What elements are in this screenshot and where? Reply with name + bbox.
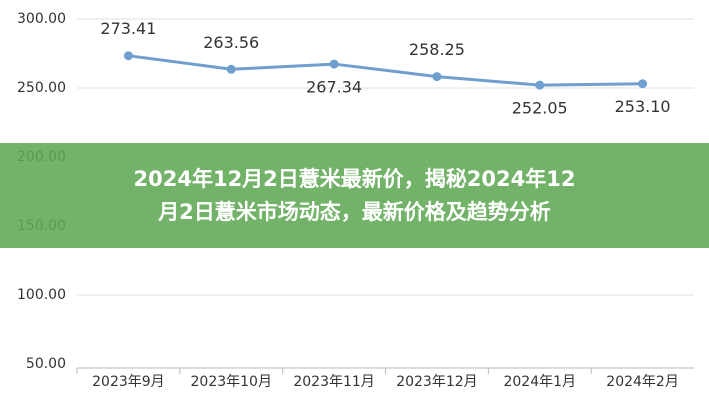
x-tick-label: 2024年1月: [503, 374, 576, 390]
point: [432, 72, 442, 82]
data-label: 263.56: [203, 33, 259, 52]
x-tick-label: 2023年11月: [293, 374, 374, 390]
data-label: 267.34: [306, 78, 362, 97]
data-label: 273.41: [100, 19, 156, 38]
point: [329, 59, 339, 69]
x-tick-label: 2023年9月: [92, 374, 165, 390]
point: [123, 51, 133, 61]
line: [128, 54, 643, 87]
y-tick-label: 50.00: [26, 356, 66, 372]
data-label: 258.25: [409, 40, 465, 59]
y-tick-label: 300.00: [17, 11, 66, 27]
point: [535, 80, 545, 90]
x-tick-label: 2023年10月: [191, 374, 272, 390]
y-tick-label: 100.00: [17, 287, 66, 303]
point: [226, 64, 236, 74]
x-tick-label: 2023年12月: [396, 374, 477, 390]
title-line: 月2日薏米市场动态，最新价格及趋势分析: [158, 199, 551, 224]
data-label: 252.05: [512, 99, 568, 118]
data-label: 253.10: [615, 97, 671, 116]
x-tick-label: 2024年2月: [606, 374, 679, 390]
y-tick-label: 250.00: [17, 80, 66, 96]
point: [638, 79, 648, 89]
title-line: 2024年12月2日薏米最新价，揭秘2024年12: [133, 166, 576, 191]
title-banner: 2024年12月2日薏米最新价，揭秘2024年12 月2日薏米市场动态，最新价格…: [0, 143, 709, 248]
